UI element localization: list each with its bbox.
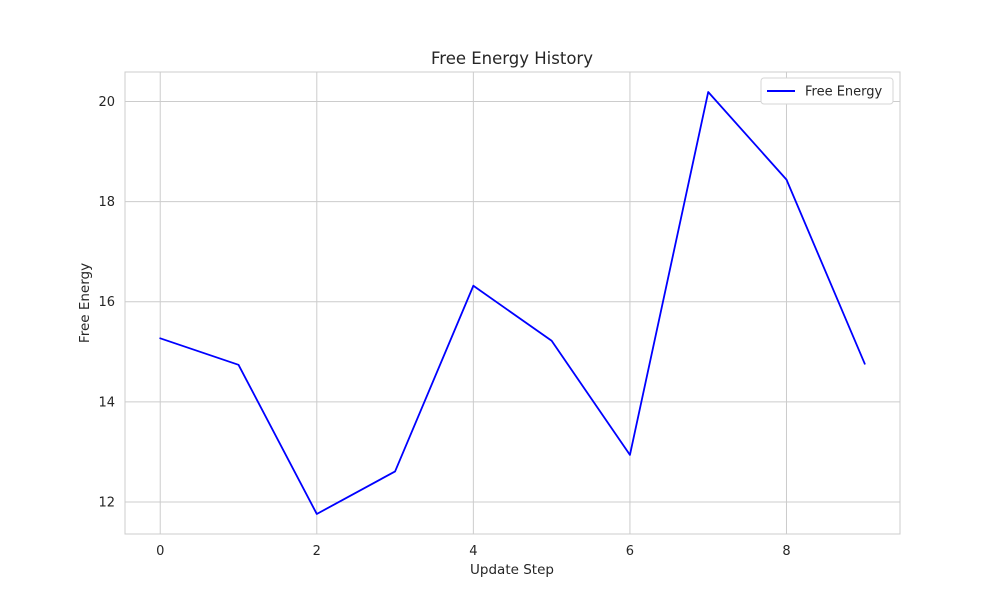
x-tick-label: 6 <box>626 544 634 559</box>
chart-title: Free Energy History <box>431 49 593 68</box>
x-axis-title: Update Step <box>470 562 554 578</box>
series-line-free-energy <box>159 91 866 515</box>
y-tick-label: 16 <box>98 295 115 310</box>
legend-label-free-energy: Free Energy <box>805 85 883 100</box>
x-tick-label: 0 <box>156 544 164 559</box>
legend: Free Energy <box>760 77 894 105</box>
legend-box <box>760 77 894 105</box>
y-tick-label: 14 <box>98 395 115 410</box>
x-tick-label: 8 <box>782 544 790 559</box>
y-tick-label: 20 <box>98 95 115 110</box>
y-tick-label: 18 <box>98 195 115 210</box>
series-layer <box>159 91 866 515</box>
y-tick-label: 12 <box>98 495 115 510</box>
x-tick-label: 4 <box>469 544 477 559</box>
x-tick-label: 2 <box>313 544 321 559</box>
tick-labels: 0 2 4 6 8 12 14 16 18 20 <box>98 95 790 559</box>
plot-area-frame <box>124 71 901 535</box>
y-axis-title: Free Energy <box>77 263 93 343</box>
grid-lines <box>125 72 900 534</box>
